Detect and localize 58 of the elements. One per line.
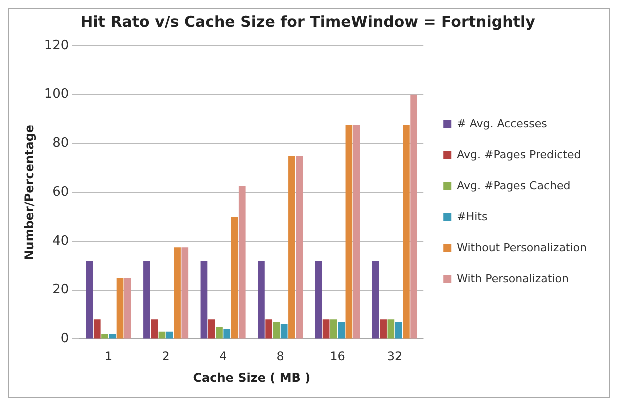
y-tick-label: 20: [52, 282, 70, 298]
bar: [403, 125, 410, 339]
bar: [288, 156, 296, 339]
bar: [296, 156, 304, 339]
bar: [174, 248, 181, 339]
chart-title: Hit Rato v/s Cache Size for TimeWindow = Fortnightly: [80, 12, 536, 31]
bar: [231, 217, 238, 339]
bar: [330, 320, 338, 339]
bar: [86, 261, 94, 339]
y-tick-label: 0: [60, 332, 70, 347]
y-tick-label: 120: [44, 38, 70, 54]
bar: [322, 320, 330, 339]
legend-label: # Avg. Accesses: [457, 117, 548, 130]
y-tick-label: 60: [52, 184, 70, 200]
bar: [151, 320, 158, 339]
x-tick-label: 16: [330, 350, 346, 364]
legend-label: With Personalization: [457, 272, 570, 286]
bar: [372, 261, 380, 339]
bar: [346, 125, 353, 339]
x-tick-label: 32: [387, 350, 403, 364]
bar: [353, 125, 360, 339]
x-axis-title: Cache Size ( MB ): [193, 370, 311, 385]
bar: [224, 329, 231, 339]
bar: [208, 320, 216, 339]
bar: [273, 322, 280, 339]
y-axis-title: Number/Percentage: [22, 124, 36, 260]
legend-label: Avg. #Pages Predicted: [457, 148, 582, 162]
x-tick-label: 4: [219, 350, 228, 364]
bar: [94, 320, 101, 339]
x-tick-label: 1: [105, 350, 113, 364]
bar: [410, 94, 418, 339]
legend-label: #Hits: [457, 210, 488, 224]
y-tick-label: 40: [52, 234, 70, 249]
bar: [238, 186, 246, 339]
y-tick-label: 80: [52, 136, 70, 152]
bar: [388, 320, 395, 339]
bar: [266, 320, 273, 339]
bar: [280, 324, 288, 339]
bar: [158, 332, 166, 339]
bar: [116, 278, 124, 339]
bar: [166, 332, 174, 339]
bar: [338, 322, 346, 339]
bar: [216, 326, 223, 339]
bar: [144, 261, 150, 339]
bar: [380, 320, 387, 339]
bar: [395, 322, 402, 339]
y-tick-label: 100: [44, 87, 70, 102]
bar: [109, 334, 116, 339]
bar: [124, 278, 132, 339]
legend-label: Without Personalization: [457, 241, 588, 254]
bar: [182, 248, 189, 339]
bar: [102, 334, 108, 339]
bar: [200, 261, 208, 339]
x-tick-label: 8: [276, 350, 284, 364]
x-tick-label: 2: [162, 350, 170, 364]
bar: [315, 261, 322, 339]
bar: [258, 261, 265, 339]
legend-label: Avg. #Pages Cached: [457, 179, 571, 192]
